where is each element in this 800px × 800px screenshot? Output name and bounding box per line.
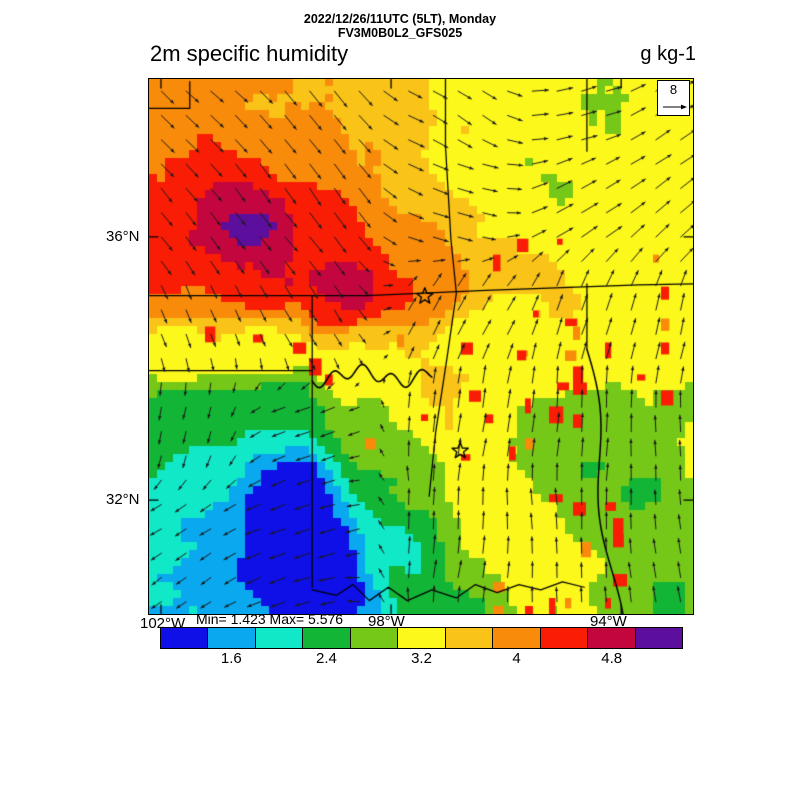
reference-wind-arrow-icon — [663, 104, 687, 110]
lon-label-98w: 98°W — [368, 613, 405, 630]
min-max-statistics: Min= 1.423 Max= 5.576 — [196, 611, 344, 627]
page-title: 2m specific humidity — [150, 41, 349, 66]
colorbar-tick-4: 4.8 — [601, 650, 623, 667]
colorbar-segment-2 — [255, 628, 304, 648]
colorbar-segment-8 — [540, 628, 589, 648]
lon-label-94w: 94°W — [590, 613, 627, 630]
colorbar-tick-2: 3.2 — [411, 650, 432, 667]
colorbar-segment-3 — [303, 628, 351, 648]
colorbar-segment-6 — [445, 628, 494, 648]
units-label: g kg-1 — [640, 43, 696, 65]
colorbar-tick-1: 2.4 — [315, 650, 337, 667]
figure-title-block: 2022/12/26/11UTC (5LT), Monday FV3M0B0L2… — [0, 12, 800, 40]
wind-reference-value: 8 — [669, 82, 678, 97]
wind-reference-legend: 8 — [657, 80, 690, 116]
colorbar[interactable] — [160, 627, 683, 649]
colorbar-segment-10 — [635, 628, 682, 648]
colorbar-tick-labels: 1.6 2.4 3.2 4 4.8 — [160, 650, 683, 672]
colorbar-tick-0: 1.6 — [220, 650, 242, 667]
colorbar-segment-5 — [398, 628, 446, 648]
colorbar-tick-3: 4 — [512, 650, 521, 667]
title-model-id: FV3M0B0L2_GFS025 — [337, 26, 463, 40]
wind-vector-overlay — [149, 79, 693, 614]
colorbar-segment-4 — [350, 628, 399, 648]
colorbar-segment-0 — [161, 628, 209, 648]
lat-label-36n: 36°N — [106, 228, 140, 245]
title-timestamp: 2022/12/26/11UTC (5LT), Monday — [303, 12, 497, 26]
colorbar-segment-9 — [588, 628, 636, 648]
colorbar-segment-7 — [493, 628, 541, 648]
colorbar-segment-1 — [208, 628, 256, 648]
map-panel[interactable] — [148, 78, 694, 615]
lat-label-32n: 32°N — [106, 491, 140, 508]
